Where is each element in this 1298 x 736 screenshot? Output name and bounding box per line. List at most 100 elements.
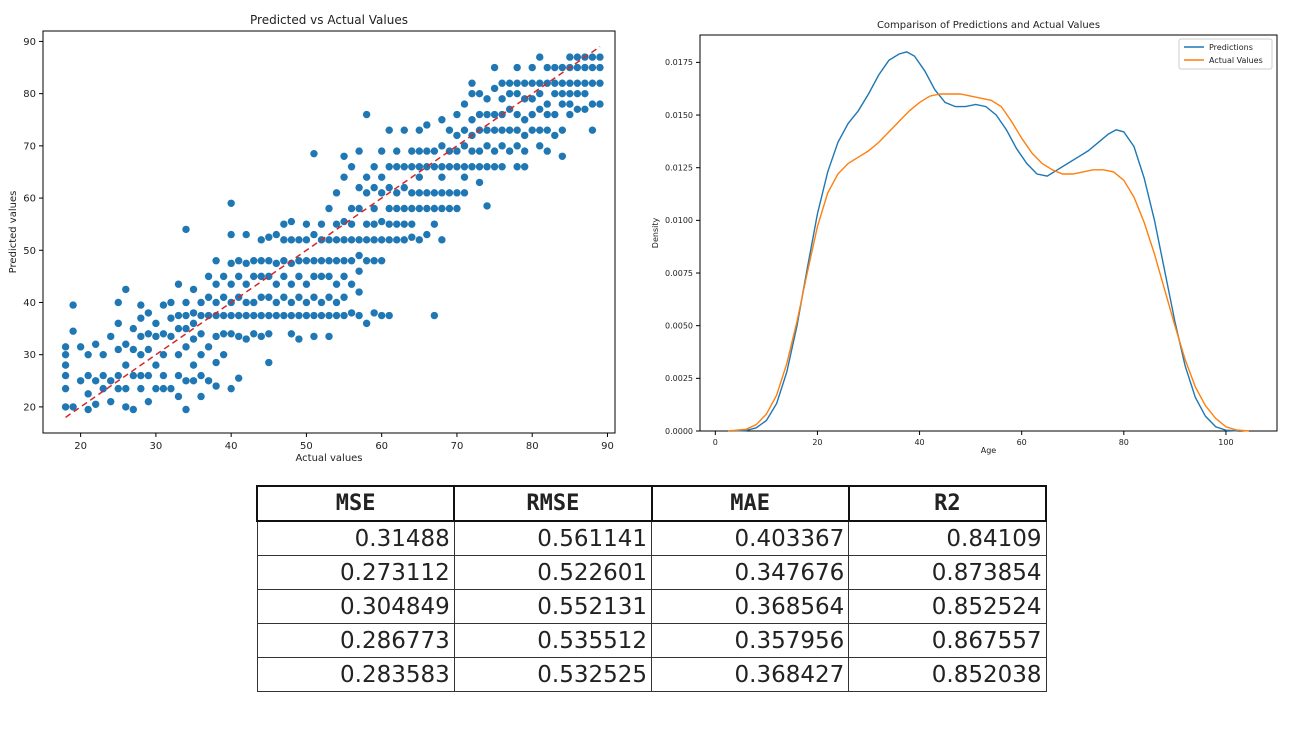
scatter-point [137, 301, 145, 309]
scatter-point [287, 280, 296, 288]
scatter-point [197, 371, 205, 380]
scatter-point [558, 63, 567, 72]
scatter-point [445, 189, 454, 197]
scatter-point [129, 324, 138, 333]
scatter-point [325, 236, 333, 244]
table-cell: 0.852038 [848, 657, 1047, 692]
scatter-point [588, 79, 597, 87]
x-tick-label: 60 [1017, 438, 1027, 447]
scatter-point [76, 343, 85, 351]
scatter-point [189, 319, 198, 328]
scatter-point [347, 236, 356, 244]
scatter-point [415, 147, 424, 155]
scatter-point [76, 377, 85, 385]
scatter-point [551, 79, 559, 87]
scatter-point [99, 350, 107, 359]
scatter-point [573, 79, 582, 87]
scatter-point [536, 126, 544, 134]
scatter-point [302, 311, 311, 320]
scatter-point [408, 163, 416, 171]
scatter-point [370, 163, 378, 171]
table-cell: 0.84109 [848, 520, 1047, 556]
scatter-point [137, 384, 145, 393]
table-header-row: MSE RMSE MAE R2 [255, 485, 1048, 522]
plot-frame [42, 30, 616, 434]
x-tick-label: 20 [812, 438, 822, 447]
scatter-point [377, 217, 386, 226]
scatter-point [295, 272, 303, 281]
metrics-table: MSE RMSE MAE R2 0.31488 0.561141 0.40336… [255, 485, 1048, 692]
scatter-point [543, 147, 551, 155]
scatter-point [144, 371, 153, 380]
scatter-point [99, 371, 107, 380]
x-tick-label: 40 [914, 438, 924, 447]
scatter-point [137, 371, 145, 380]
scatter-point [152, 384, 160, 393]
scatter-point [332, 280, 341, 288]
y-tick-label: 20 [23, 402, 36, 413]
y-axis-label: Predicted values [8, 191, 19, 274]
scatter-point [445, 126, 454, 134]
scatter-point [430, 189, 439, 197]
scatter-point [423, 121, 431, 129]
scatter-point [460, 126, 469, 134]
scatter-point [400, 126, 408, 134]
scatter-point [498, 95, 506, 103]
chart-title: Comparison of Predictions and Actual Val… [877, 20, 1100, 31]
scatter-point [227, 311, 235, 320]
scatter-point [513, 163, 521, 171]
scatter-point [265, 233, 273, 241]
table-cell: 0.286773 [256, 623, 455, 658]
scatter-point [483, 126, 491, 134]
scatter-point [453, 147, 461, 155]
scatter-point [122, 340, 130, 348]
scatter-point [566, 79, 574, 87]
scatter-point [189, 309, 198, 317]
scatter-point [144, 330, 153, 338]
scatter-point [310, 332, 318, 341]
scatter-point [558, 79, 567, 87]
scatter-point [490, 147, 499, 155]
scatter-point [438, 116, 446, 124]
scatter-point [355, 204, 363, 213]
scatter-point [355, 251, 363, 260]
scatter-point [400, 204, 408, 213]
scatter-point [219, 272, 228, 281]
scatter-point [227, 230, 235, 239]
scatter-point [520, 131, 529, 140]
scatter-point [122, 285, 130, 294]
x-tick-label: 0 [713, 438, 718, 447]
table-cell: 0.368564 [650, 589, 850, 624]
scatter-point [408, 189, 416, 197]
table-cell: 0.535512 [453, 623, 653, 658]
x-tick-label: 50 [300, 441, 313, 452]
scatter-point [212, 382, 220, 390]
scatter-point [332, 311, 341, 320]
scatter-point [498, 142, 506, 150]
scatter-point [566, 100, 574, 108]
scatter-point [129, 405, 138, 414]
scatter-point [475, 147, 484, 155]
table-cell: 0.873854 [848, 555, 1047, 590]
scatter-point [468, 89, 476, 98]
scatter-point [257, 332, 265, 341]
scatter-point [558, 152, 567, 160]
scatter-point [114, 371, 122, 380]
scatter-point [490, 63, 499, 72]
table-cell: 0.304849 [256, 589, 455, 624]
density-chart: 0 20 40 60 80 100 0.0000 0.0025 0.0050 0.0075 0.01… [651, 20, 1278, 455]
y-tick-label: 0.0025 [665, 374, 693, 383]
scatter-point [227, 330, 235, 338]
table-cell: 0.532525 [453, 657, 653, 692]
scatter-point [310, 149, 318, 158]
scatter-point [250, 311, 258, 320]
scatter-point [242, 280, 250, 288]
scatter-point [558, 126, 567, 134]
scatter-point [370, 236, 378, 244]
scatter-point [174, 371, 183, 380]
scatter-point [475, 178, 484, 187]
column-header-r2: R2 [847, 485, 1048, 522]
scatter-point [325, 204, 333, 213]
scatter-point [310, 293, 318, 301]
y-tick-label: 50 [23, 246, 36, 257]
